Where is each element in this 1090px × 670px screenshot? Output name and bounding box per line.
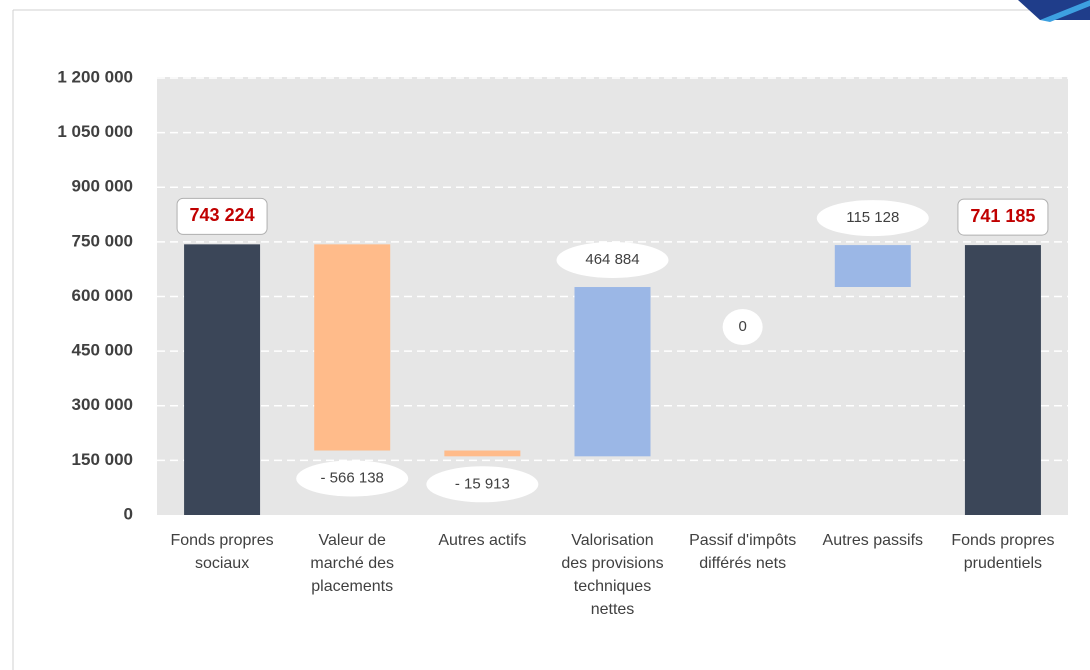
bar	[444, 450, 521, 457]
x-tick-label: Fonds propres sociaux	[170, 532, 274, 572]
y-tick-label: 1 050 000	[57, 122, 133, 141]
value-label-bubble	[816, 200, 929, 237]
y-tick-label: 150 000	[72, 450, 133, 469]
value-label: - 15 913	[455, 475, 510, 492]
value-label: 743 224	[190, 205, 255, 225]
x-tick-label: Autres passifs	[822, 532, 924, 549]
x-tick-label: Fonds propres prudentiels	[951, 532, 1055, 572]
value-label-bubble	[722, 309, 763, 346]
value-label: 741 185	[970, 206, 1035, 226]
y-tick-label: 750 000	[72, 231, 133, 250]
bar	[574, 287, 651, 457]
bar	[834, 245, 911, 288]
y-tick-label: 600 000	[72, 286, 133, 305]
bar	[314, 244, 391, 451]
y-tick-label: 300 000	[72, 395, 133, 414]
value-label-box	[176, 197, 268, 235]
x-tick-label: Passif d'impôts différés nets	[689, 532, 797, 572]
x-tick-label: Valeur de marché des placements	[310, 532, 394, 595]
value-label-bubble	[426, 466, 539, 503]
value-label-box	[957, 198, 1049, 236]
value-label-bubble	[296, 460, 409, 497]
y-tick-label: 0	[124, 504, 133, 523]
bar	[964, 245, 1041, 515]
x-tick-label: Autres actifs	[438, 532, 527, 549]
value-label: 115 128	[846, 209, 899, 226]
value-label: 464 884	[585, 251, 639, 268]
logo-accent	[1040, 0, 1090, 22]
value-label-bubble	[556, 242, 669, 279]
x-tick-label: Valorisation des provisions techniques n…	[561, 532, 664, 618]
y-tick-label: 450 000	[72, 341, 133, 360]
bar	[184, 244, 261, 515]
y-tick-label: 1 200 000	[57, 67, 133, 86]
logo	[1018, 0, 1090, 20]
value-label: 0	[738, 318, 746, 335]
value-label: - 566 138	[321, 469, 384, 486]
y-tick-label: 900 000	[72, 177, 133, 196]
